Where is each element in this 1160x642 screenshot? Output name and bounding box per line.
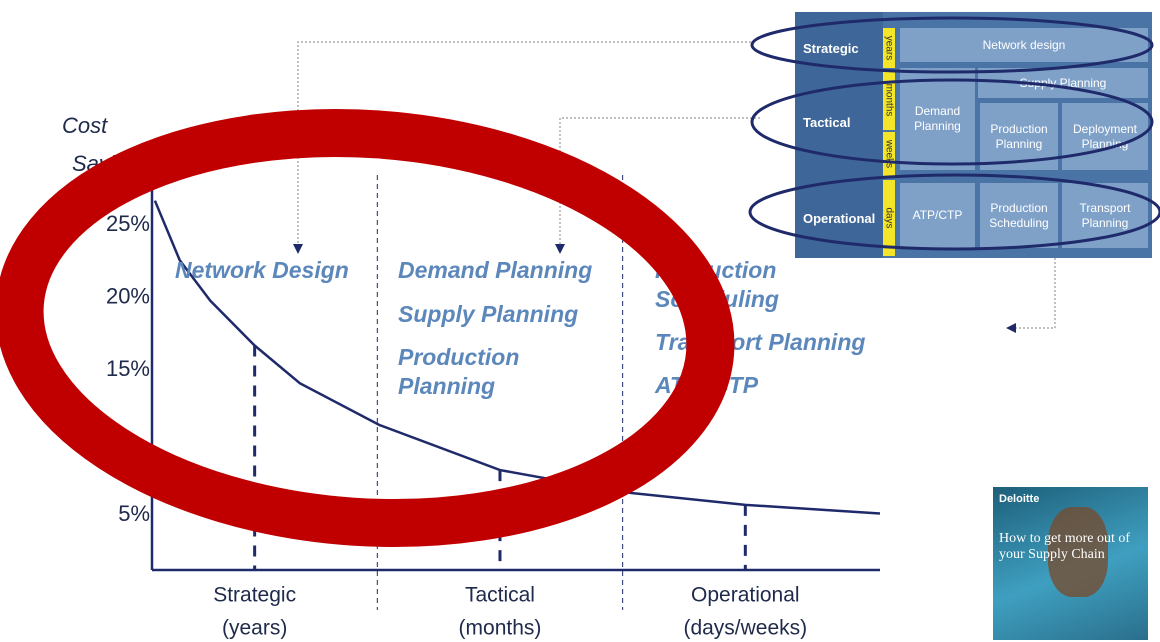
y-axis-label: Cost: [62, 113, 108, 138]
connector: [297, 41, 755, 246]
horizon-strip: [883, 132, 895, 176]
diagram-box: Network design: [900, 28, 1148, 62]
book-title: How to get more out of your Supply Chain: [999, 531, 1131, 562]
row-label: Tactical: [803, 114, 851, 130]
arrowhead: [293, 244, 303, 254]
connector: [559, 117, 760, 246]
diagram-box: Supply Planning: [978, 68, 1148, 98]
diagram-box: Production Planning: [980, 103, 1058, 170]
annotation: Supply Planning: [398, 301, 579, 327]
horizon-strip: [883, 180, 895, 256]
y-tick-label: 5%: [118, 501, 150, 526]
horizon-strip: [883, 28, 895, 68]
connector: [1014, 258, 1056, 329]
diagram-box: ATP/CTP: [900, 183, 975, 248]
horizon-strip: [883, 70, 895, 130]
row-label: Operational: [803, 210, 876, 226]
annotation: Demand Planning: [398, 257, 593, 283]
annotation: Transport Planning: [655, 329, 866, 355]
x-category-label: Tactical: [465, 584, 535, 607]
x-category-label: Strategic: [213, 584, 296, 607]
x-category-sublabel: (days/weeks): [683, 617, 807, 640]
book-art: [1048, 507, 1108, 597]
x-category-sublabel: (months): [459, 617, 542, 640]
annotation: Production Scheduling: [655, 257, 779, 312]
book-brand: Deloitte: [999, 493, 1040, 505]
arrowhead: [1006, 323, 1016, 333]
diagram-box: Deployment Planning: [1062, 103, 1148, 170]
y-tick-label: 15%: [106, 356, 150, 381]
y-axis-label: Savings: [72, 151, 150, 176]
arrowhead: [555, 244, 565, 254]
y-tick-label: 20%: [106, 284, 150, 309]
y-tick-label: 25%: [106, 211, 150, 236]
book-cover: Deloitte How to get more out of your Supp…: [993, 487, 1148, 640]
diagram-box: Production Scheduling: [980, 183, 1058, 248]
annotation: Network Design: [175, 257, 349, 283]
x-category-label: Operational: [691, 584, 800, 607]
annotation: ATP/ CTP: [655, 372, 759, 398]
annotation: Production Planning: [398, 344, 520, 399]
diagram-box: Demand Planning: [900, 68, 975, 170]
diagram-box: Transport Planning: [1062, 183, 1148, 248]
x-category-sublabel: (years): [222, 617, 287, 640]
row-label: Strategic: [803, 40, 859, 56]
